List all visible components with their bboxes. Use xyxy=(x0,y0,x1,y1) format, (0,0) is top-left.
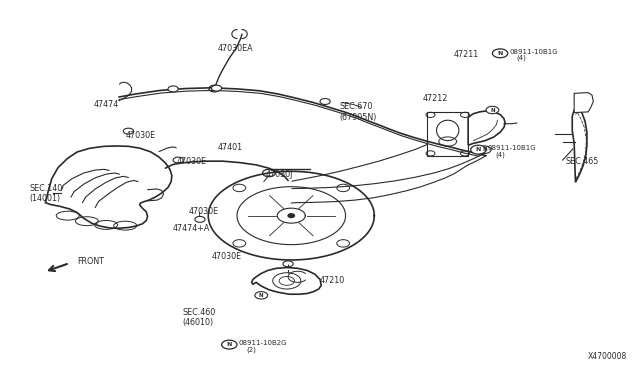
Circle shape xyxy=(221,340,237,349)
Text: FRONT: FRONT xyxy=(77,257,104,266)
Circle shape xyxy=(486,106,499,114)
Circle shape xyxy=(470,145,486,154)
Text: 08911-10B1G: 08911-10B1G xyxy=(509,49,557,55)
Text: (4): (4) xyxy=(495,151,505,158)
Text: 47030E: 47030E xyxy=(211,252,241,261)
Text: 47030J: 47030J xyxy=(266,170,293,179)
Circle shape xyxy=(288,214,294,218)
Circle shape xyxy=(492,49,508,58)
Text: N: N xyxy=(490,108,495,112)
Text: N: N xyxy=(259,293,264,298)
Text: N: N xyxy=(497,51,503,56)
Text: (4): (4) xyxy=(516,55,527,61)
Circle shape xyxy=(211,85,221,91)
Text: SEC.140
(14001): SEC.140 (14001) xyxy=(29,184,63,203)
Text: N: N xyxy=(227,342,232,347)
Text: (2): (2) xyxy=(246,346,256,353)
Circle shape xyxy=(478,146,491,153)
Text: 47212: 47212 xyxy=(422,94,447,103)
Text: SEC.460
(46010): SEC.460 (46010) xyxy=(182,308,216,327)
Circle shape xyxy=(255,292,268,299)
Polygon shape xyxy=(574,93,593,113)
Polygon shape xyxy=(252,267,321,294)
Text: N: N xyxy=(476,147,481,152)
Text: 08911-10B2G: 08911-10B2G xyxy=(238,340,287,346)
Text: SEC.670
(67905N): SEC.670 (67905N) xyxy=(339,102,376,122)
Text: 47030E: 47030E xyxy=(189,208,220,217)
Polygon shape xyxy=(428,112,468,156)
Text: 47030E: 47030E xyxy=(125,131,156,141)
Text: 47030E: 47030E xyxy=(176,157,207,166)
Text: 47474: 47474 xyxy=(93,100,118,109)
Polygon shape xyxy=(572,108,587,182)
Text: X4700008: X4700008 xyxy=(588,352,627,361)
Polygon shape xyxy=(468,111,505,145)
Text: 08911-10B1G: 08911-10B1G xyxy=(487,145,536,151)
Text: 47211: 47211 xyxy=(454,50,479,59)
Circle shape xyxy=(168,86,178,92)
Text: 47401: 47401 xyxy=(218,142,243,151)
Text: 47474+A: 47474+A xyxy=(173,224,211,233)
Text: 47210: 47210 xyxy=(320,276,345,285)
Circle shape xyxy=(320,99,330,105)
Polygon shape xyxy=(45,146,172,228)
Text: 47030EA: 47030EA xyxy=(218,44,253,53)
Text: SEC.465: SEC.465 xyxy=(566,157,599,166)
Text: N: N xyxy=(483,147,487,152)
